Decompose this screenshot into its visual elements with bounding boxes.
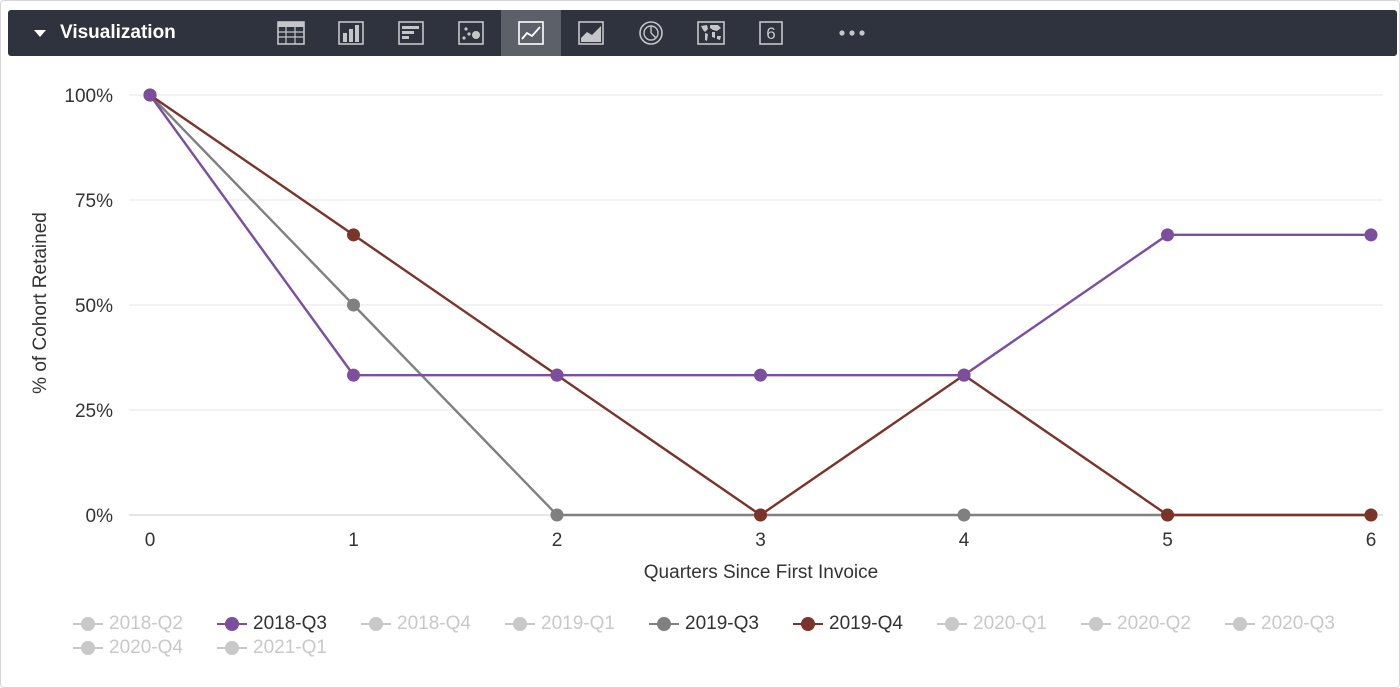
legend-marker-icon [505, 613, 535, 635]
pie-chart-icon [639, 21, 663, 45]
chart-type-buttons: 6 [261, 10, 882, 56]
data-point[interactable] [143, 88, 157, 102]
data-point[interactable] [754, 508, 767, 522]
legend-item[interactable]: 2019-Q1 [505, 613, 649, 635]
legend-label: 2018-Q2 [109, 613, 183, 634]
visualization-toolbar: Visualization [8, 10, 1397, 56]
legend-label: 2021-Q1 [253, 637, 327, 658]
legend-label: 2019-Q4 [829, 613, 903, 634]
y-tick-label: 100% [64, 86, 113, 107]
legend-marker-icon [73, 613, 103, 635]
data-point[interactable] [347, 368, 360, 382]
single-value-button[interactable]: 6 [741, 10, 801, 56]
legend-marker-icon [1081, 613, 1111, 635]
x-tick-label: 6 [1366, 530, 1377, 551]
series-2018-Q3 [143, 88, 1378, 382]
data-point[interactable] [754, 368, 767, 382]
data-point[interactable] [550, 508, 564, 522]
legend-item[interactable]: 2019-Q3 [649, 613, 793, 635]
data-point[interactable] [957, 508, 971, 522]
y-axis-label: % of Cohort Retained [30, 212, 51, 394]
column-chart-icon [338, 21, 364, 45]
map-icon [697, 21, 725, 45]
line-chart-button[interactable] [501, 10, 561, 56]
legend-marker-icon [793, 613, 823, 635]
x-axis-label: Quarters Since First Invoice [644, 562, 878, 583]
legend-marker-icon [1225, 613, 1255, 635]
legend-label: 2018-Q4 [397, 613, 471, 634]
legend-item[interactable]: 2020-Q3 [1225, 613, 1369, 635]
y-axis-ticks: 0% 25% 50% 75% 100% [64, 86, 113, 527]
x-tick-label: 4 [959, 530, 970, 551]
legend-label: 2020-Q1 [973, 613, 1047, 634]
x-tick-label: 0 [145, 530, 156, 551]
x-tick-label: 5 [1162, 530, 1173, 551]
more-button[interactable] [822, 10, 882, 56]
bar-chart-icon [398, 21, 424, 45]
legend-marker-icon [217, 613, 247, 635]
legend-item[interactable]: 2020-Q1 [937, 613, 1081, 635]
legend-label: 2018-Q3 [253, 613, 327, 634]
legend-label: 2020-Q4 [109, 637, 183, 658]
caret-down-icon [34, 29, 46, 37]
data-point[interactable] [1364, 228, 1378, 242]
data-point[interactable] [1364, 508, 1378, 522]
series-group [143, 88, 1378, 522]
x-tick-label: 2 [552, 530, 563, 551]
data-point[interactable] [550, 368, 564, 382]
legend-item[interactable]: 2019-Q4 [793, 613, 937, 635]
data-point[interactable] [347, 298, 360, 312]
legend-item[interactable]: 2020-Q4 [73, 637, 217, 659]
y-tick-label: 25% [75, 401, 113, 422]
table-view-button[interactable] [261, 10, 321, 56]
area-chart-icon [578, 21, 604, 45]
legend-marker-icon [649, 613, 679, 635]
legend-item[interactable]: 2020-Q2 [1081, 613, 1225, 635]
legend-label: 2020-Q2 [1117, 613, 1191, 634]
legend-item[interactable]: 2018-Q3 [217, 613, 361, 635]
visualization-title: Visualization [60, 22, 176, 43]
legend-item[interactable]: 2021-Q1 [217, 637, 361, 659]
x-tick-label: 3 [755, 530, 766, 551]
legend-marker-icon [73, 637, 103, 659]
data-point[interactable] [347, 228, 360, 242]
legend-marker-icon [937, 613, 967, 635]
line-chart: 0% 25% 50% 75% 100% 0 1 2 3 4 5 6 % of Cohort Reta… [30, 86, 1383, 583]
y-tick-label: 0% [86, 506, 114, 527]
x-tick-label: 1 [348, 530, 359, 551]
legend-item[interactable]: 2018-Q2 [73, 613, 217, 635]
chart-legend: 2018-Q2 2018-Q3 2018-Q4 2019-Q1 2019-Q3 2019-… [73, 613, 1373, 659]
area-chart-button[interactable] [561, 10, 621, 56]
legend-marker-icon [361, 613, 391, 635]
visualization-toggle[interactable]: Visualization [8, 10, 244, 56]
series-line [149, 94, 1371, 377]
scatter-chart-button[interactable] [441, 10, 501, 56]
more-icon [839, 30, 865, 36]
data-point[interactable] [1161, 508, 1174, 522]
table-icon [277, 21, 305, 45]
single-value-glyph: 6 [766, 24, 775, 43]
legend-label: 2020-Q3 [1261, 613, 1335, 634]
legend-label: 2019-Q3 [685, 613, 759, 634]
map-button[interactable] [681, 10, 741, 56]
legend-label: 2019-Q1 [541, 613, 615, 634]
single-value-icon: 6 [759, 21, 783, 45]
legend-item[interactable]: 2018-Q4 [361, 613, 505, 635]
data-point[interactable] [957, 368, 971, 382]
bar-chart-button[interactable] [381, 10, 441, 56]
legend-marker-icon [217, 637, 247, 659]
pie-chart-button[interactable] [621, 10, 681, 56]
scatter-chart-icon [458, 21, 484, 45]
y-tick-label: 75% [75, 191, 113, 212]
data-point[interactable] [1161, 228, 1174, 242]
y-tick-label: 50% [75, 296, 113, 317]
column-chart-button[interactable] [321, 10, 381, 56]
x-axis-ticks: 0 1 2 3 4 5 6 [145, 530, 1377, 551]
line-chart-icon [518, 21, 544, 45]
gridlines [129, 94, 1383, 516]
